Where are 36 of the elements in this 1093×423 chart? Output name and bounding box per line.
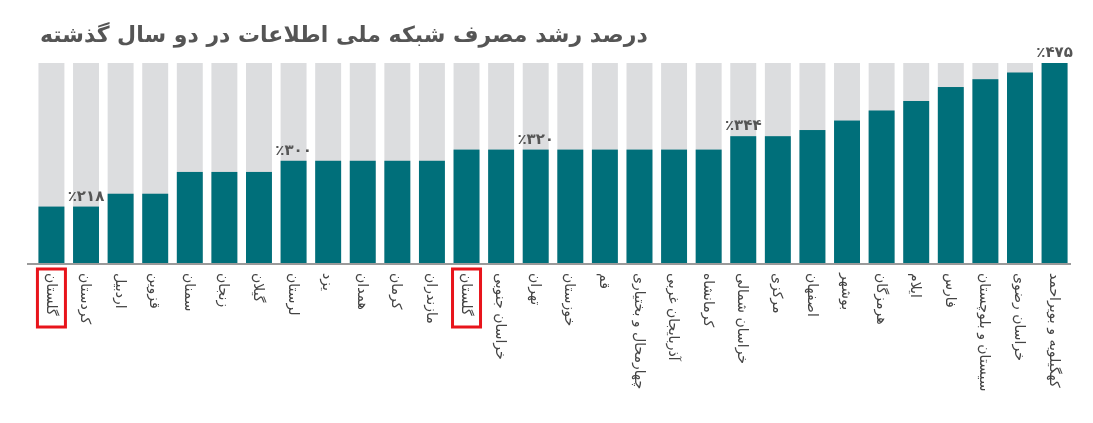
x-tick-label: بوشهر xyxy=(838,272,856,311)
data-label: ٪۳۴۴ xyxy=(724,116,762,135)
x-tick-label: خراسان جنوبی xyxy=(492,273,510,360)
x-tick-label: اردبیل xyxy=(111,273,129,309)
data-label: ٪۳۲۰ xyxy=(517,129,555,148)
x-tick-label: سمنان xyxy=(181,273,198,312)
x-tick-label: کرمان xyxy=(388,273,406,310)
x-tick-label: ایلام xyxy=(908,273,925,298)
x-tick-label: گیلان xyxy=(251,273,268,303)
x-tick-label: زنجان xyxy=(215,273,233,308)
x-tick-label: کهگیلویه و بویراحمد xyxy=(1045,273,1063,389)
x-tick-label: همدان xyxy=(354,273,371,310)
x-tick-label: کرمانشاه xyxy=(699,273,717,328)
x-tick-label: مرکزی xyxy=(768,273,786,314)
x-tick-label: هرمزگان xyxy=(872,273,890,325)
x-tick-label: قزوین xyxy=(146,273,164,309)
x-tick-label: گلستان xyxy=(43,273,60,316)
x-tick-label: اصفهان xyxy=(803,273,821,317)
x-tick-label: خراسان شمالی xyxy=(734,273,752,365)
x-tick-label: گلستان xyxy=(458,273,475,316)
x-tick-label: مازندران xyxy=(423,273,441,324)
x-tick-label: فارس xyxy=(941,273,959,308)
x-tick-label: یزد xyxy=(319,273,337,291)
x-tick-label: چهارمحال و بختیاری xyxy=(630,273,648,390)
x-tick-label: خراسان رضوی xyxy=(1011,273,1029,361)
x-tick-label: آذربایجان غربی xyxy=(665,273,683,362)
x-tick-label: قم xyxy=(595,273,613,290)
x-tick-label: کردستان xyxy=(77,273,95,325)
chart-title: درصد رشد مصرف شبکه ملی اطلاعات در دو سال گذشته xyxy=(40,21,648,48)
x-tick-label: سیستان و بلوچستان xyxy=(976,273,994,392)
data-label: ٪۲۱۸ xyxy=(67,186,105,205)
data-label: ٪۳۰۰ xyxy=(275,140,312,159)
data-label: ٪۴۷۵ xyxy=(1036,43,1073,61)
x-tick-label: لرستان xyxy=(284,273,302,316)
x-tick-label: تهران xyxy=(526,273,544,306)
x-tick-label: خوزستان xyxy=(561,273,579,327)
